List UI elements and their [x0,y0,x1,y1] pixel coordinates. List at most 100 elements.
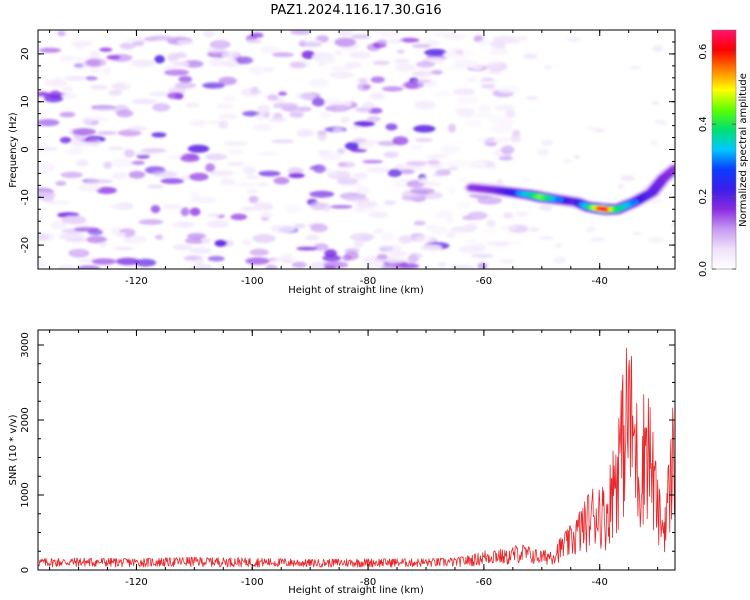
heatmap-cell [464,222,478,232]
heatmap-cell [424,48,447,57]
heatmap-cell [447,186,456,195]
heatmap-cell [316,54,336,64]
heatmap-cell [205,153,228,161]
heatmap-cell [202,30,216,38]
heatmap-cell [349,233,375,241]
heatmap-cell [529,226,540,232]
heatmap-cell [301,50,315,60]
heatmap-cell [435,210,454,219]
heatmap-cell [151,132,167,138]
heatmap-cell [38,109,51,114]
heatmap-cell [308,78,329,88]
heatmap-cell [499,259,515,264]
snr-y-axis-label: SNR (10 * v/v) [8,414,19,485]
heatmap-cell [486,241,511,246]
heatmap-cell [448,47,463,55]
heatmap-cell [385,257,405,264]
heatmap-cell [249,248,269,256]
heatmap-cell [273,177,290,185]
colorbar-label: Normalized spectral amplitude [738,73,749,227]
heatmap-cell [589,237,606,242]
heatmap-cell [147,184,165,189]
heatmap-cell [172,244,193,251]
heatmap-signal-cell [555,197,564,203]
x-tick-label: -60 [476,276,492,287]
heatmap-cell [456,96,479,105]
snr-plot: -120 -100 -80 -60 -40 0 1000 2000 3000 Height o… [8,329,676,596]
heatmap-cell [90,84,109,90]
heatmap-cell [463,119,484,127]
heatmap-cell [514,35,528,42]
heatmap-cell [40,163,56,172]
heatmap-cell [59,111,76,118]
heatmap-cell [218,120,229,129]
heatmap-cell [194,257,204,267]
heatmap-cell [539,204,553,211]
figure-title: PAZ1.2024.116.17.30.G16 [270,3,441,18]
heatmap-cell [413,125,436,133]
heatmap-cell [358,141,375,149]
heatmap-cell [252,234,276,243]
heatmap-cell [207,219,229,229]
heatmap-cell [107,90,123,96]
heatmap-cell [481,83,496,89]
heatmap-cell [334,37,357,47]
heatmap-cell [207,255,225,262]
heatmap-cell [522,177,530,183]
heatmap-cell [223,95,236,102]
heatmap-x-axis-label: Height of straight line (km) [288,285,424,296]
heatmap-cell [38,47,62,53]
heatmap-cell [124,149,135,158]
heatmap-cell [368,211,389,219]
heatmap-cell [296,106,312,112]
heatmap-cell [496,85,521,94]
colorbar-ticks: 0.0 0.2 0.4 0.6 [698,44,736,277]
heatmap-cell [202,82,226,89]
heatmap-cell [334,50,343,56]
heatmap-cell [161,64,180,70]
heatmap-cell [253,202,274,211]
heatmap-cell [333,128,343,133]
heatmap-cell [309,190,335,198]
heatmap-cell [72,128,96,136]
heatmap-cell [296,129,314,138]
heatmap-cell [255,112,265,121]
heatmap-cell [366,116,381,123]
heatmap-cell [563,159,573,163]
colorbar: 0.0 0.2 0.4 0.6 Normalized spectral amplitu… [698,29,749,277]
heatmap-cell [398,234,413,244]
heatmap-cell [651,101,660,105]
heatmap-cell [70,138,85,148]
heatmap-cell [298,39,307,47]
heatmap-y-axis-label: Frequency (Hz) [8,112,19,188]
heatmap-cell [415,61,435,68]
heatmap-cell [138,219,164,225]
heatmap-cell [288,172,305,179]
heatmap-cell [671,222,675,227]
heatmap-cell [233,182,258,187]
heatmap-cell [209,170,235,177]
heatmap-cell [98,242,108,247]
heatmap-cell [296,246,318,251]
heatmap-cell [355,200,378,208]
heatmap-cell [191,196,217,204]
heatmap-cell [127,126,148,131]
heatmap-cell [172,221,194,229]
colorbar-tick-label: 0.4 [698,116,709,132]
heatmap-cell [376,30,398,38]
heatmap-cell [87,179,113,184]
heatmap-cell [537,148,550,156]
heatmap-cell [189,247,212,255]
heatmap-cell [38,142,47,147]
heatmap-cell [415,235,437,244]
heatmap-cell [388,250,408,258]
x-tick-label: -40 [592,577,608,588]
heatmap-cell [377,140,398,146]
colorbar-tick-label: 0.0 [698,261,709,277]
heatmap-cell [91,106,116,112]
heatmap-cell [190,119,207,127]
heatmap-cell [340,116,351,124]
heatmap-cell [59,136,72,144]
heatmap-cell [620,175,635,182]
heatmap-cell [278,91,287,96]
